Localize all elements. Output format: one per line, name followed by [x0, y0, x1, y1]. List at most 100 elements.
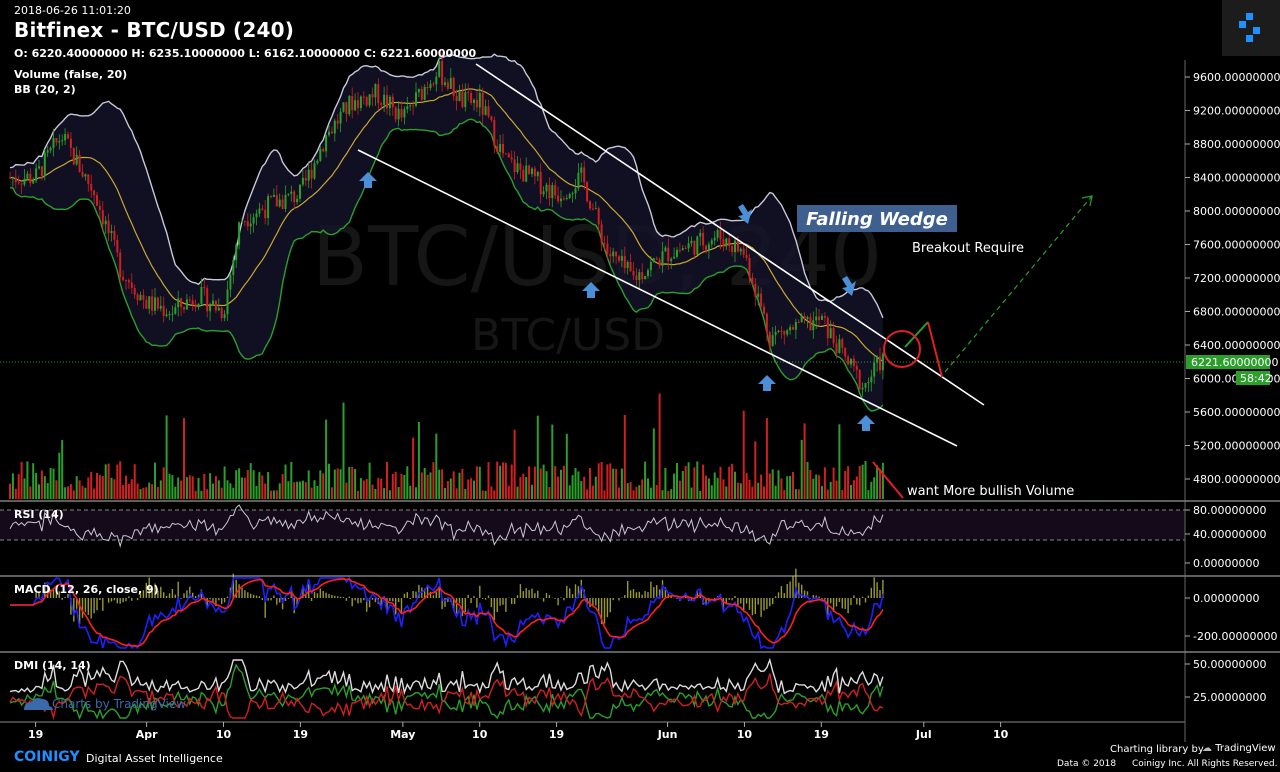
candle-body [850, 358, 852, 365]
macd-histogram-bar [487, 595, 490, 598]
volume-bar [583, 476, 586, 499]
macd-histogram-bar [212, 598, 214, 603]
macd-histogram-bar [345, 598, 348, 601]
macd-histogram-bar [342, 597, 345, 598]
volume-indicator-label[interactable]: Volume (false, 20) [14, 68, 128, 81]
tradingview-footer[interactable]: ☁ TradingView [1202, 743, 1276, 754]
candle-body [330, 131, 333, 134]
dmi-tick-label: 25.00000000 [1193, 691, 1266, 704]
candle-body [336, 120, 339, 124]
candle-body [64, 134, 67, 141]
candle-body [87, 174, 90, 184]
volume-bar [571, 475, 574, 499]
price-tick-label: 9600.00000000 [1193, 71, 1280, 84]
volume-bar [780, 478, 783, 499]
macd-histogram-bar [226, 596, 229, 598]
candle-body [745, 254, 748, 259]
macd-indicator-label[interactable]: MACD (12, 26, close, 9) [14, 583, 159, 596]
candle-body [690, 240, 693, 244]
macd-histogram-bar [174, 594, 176, 598]
candle-body [209, 305, 212, 312]
macd-histogram-bar [647, 592, 649, 598]
volume-bar [461, 468, 464, 499]
macd-histogram-bar [238, 584, 240, 598]
candle-body [130, 282, 133, 288]
volume-bar [84, 487, 87, 499]
rsi-indicator-label[interactable]: RSI (14) [14, 508, 64, 521]
macd-histogram-bar [876, 582, 878, 598]
volume-bar [14, 488, 17, 499]
volume-bar [98, 475, 101, 499]
candle-body [203, 287, 206, 289]
candle-body [238, 222, 241, 245]
macd-histogram-bar [484, 598, 487, 600]
volume-bar [267, 471, 270, 499]
pivot-arrows [359, 172, 875, 431]
volume-bar [388, 490, 391, 499]
candle-body [127, 280, 130, 283]
arrow-up-icon [857, 415, 875, 431]
candle-body [513, 159, 516, 173]
volume-bar [638, 485, 641, 499]
macd-histogram-bar [44, 582, 46, 598]
volume-bar [528, 466, 531, 499]
volume-bar [241, 477, 243, 499]
candle-body [438, 61, 441, 77]
volume-bar [328, 463, 330, 499]
candle-body [388, 96, 391, 109]
bb-indicator-label[interactable]: BB (20, 2) [14, 83, 76, 96]
macd-histogram-bar [612, 598, 614, 601]
bb-upper-band [9, 53, 884, 319]
candle-body [194, 304, 197, 308]
macd-tick-label: -200.00000000 [1193, 630, 1277, 643]
macd-histogram-bar [209, 598, 211, 600]
candle-body [681, 248, 684, 250]
macd-histogram-bar [577, 586, 580, 598]
volume-bar [626, 483, 629, 499]
candle-body [98, 205, 101, 211]
candle-body [655, 258, 658, 260]
macd-histogram-bar [55, 588, 58, 598]
candle-body [235, 244, 238, 261]
macd-histogram-bar [160, 586, 162, 598]
volume-bar [719, 466, 722, 499]
candle-body [713, 237, 716, 241]
candle-body [420, 88, 423, 100]
dmi-indicator-label[interactable]: DMI (14, 14) [14, 659, 91, 672]
candle-body [490, 116, 493, 121]
macd-histogram-bar [418, 584, 420, 598]
volume-bar [641, 479, 644, 499]
macd-histogram-bar [252, 594, 255, 598]
candle-body [612, 251, 615, 257]
macd-histogram-bar [409, 598, 411, 600]
candle-body [678, 249, 681, 251]
candle-body [806, 317, 809, 319]
macd-histogram-bar [270, 598, 272, 601]
macd-histogram-bar [656, 585, 658, 598]
volume-bar [432, 462, 435, 499]
coinigy-logo-tile[interactable] [1222, 0, 1280, 56]
candle-body [374, 84, 377, 98]
volume-trend-line [872, 461, 904, 499]
volume-bar [156, 486, 159, 499]
volume-bar [258, 472, 261, 499]
macd-histogram-bar [664, 587, 667, 598]
macd-histogram-bar [502, 598, 504, 605]
candle-body [499, 143, 502, 153]
volume-bar [177, 477, 180, 499]
volume-bar [707, 478, 710, 499]
macd-histogram-bar [748, 598, 751, 610]
macd-histogram-bar [850, 598, 852, 606]
volume-bar [536, 415, 539, 499]
volume-bar [185, 477, 188, 499]
volume-bar [673, 473, 676, 499]
time-tick-label: 19 [28, 728, 43, 741]
volume-bar [687, 462, 690, 499]
macd-histogram-bar [84, 598, 87, 613]
candle-body [84, 174, 87, 177]
volume-bar [397, 486, 400, 499]
volume-bar [678, 480, 681, 499]
macd-histogram-bar [316, 593, 319, 598]
candle-body [270, 196, 272, 198]
